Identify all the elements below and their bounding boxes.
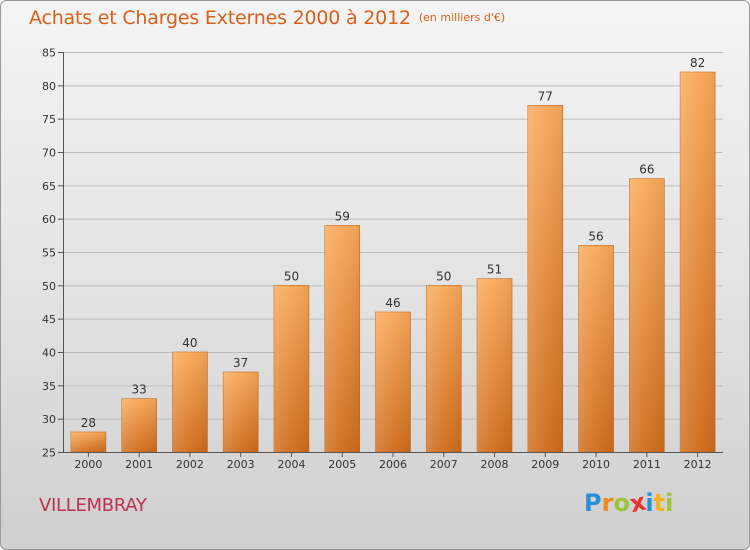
bar-shine [578, 245, 614, 452]
x-tick-label: 2000 [74, 458, 102, 471]
x-tick-label: 2002 [176, 458, 204, 471]
x-tick-label: 2005 [328, 458, 356, 471]
data-label: 50 [284, 269, 299, 283]
bar-shine [223, 372, 259, 452]
y-tick-label: 65 [42, 180, 56, 193]
y-tick-label: 35 [42, 380, 56, 393]
x-tick-label: 2001 [125, 458, 153, 471]
x-tick-label: 2007 [430, 458, 458, 471]
bar-shine [527, 105, 563, 452]
bar-shine [680, 72, 716, 452]
bar-shine [629, 178, 665, 452]
axis-layer: 25 30 35 40 45 50 55 60 65 70 75 80 85 2000 2001 2002 20… [42, 47, 723, 471]
y-tick-label: 70 [42, 147, 56, 160]
x-tick-label: 2012 [684, 458, 712, 471]
x-tick-label: 2006 [379, 458, 407, 471]
logo-letter: r [601, 489, 614, 517]
y-tick-label: 50 [42, 280, 56, 293]
data-label: 33 [132, 383, 147, 397]
bar-shine [172, 352, 208, 452]
data-label: 82 [690, 56, 705, 70]
x-tick-label: 2004 [277, 458, 305, 471]
logo-letter: t [653, 489, 666, 517]
proxiti-logo: Proxiti [584, 488, 674, 519]
data-label: 59 [335, 209, 350, 223]
bar-layer: 28 33 40 37 50 59 46 50 51 77 56 66 82 [70, 56, 716, 453]
data-label: 37 [233, 356, 248, 370]
data-label: 28 [81, 416, 96, 430]
x-tick-label: 2008 [481, 458, 509, 471]
bar-shine [70, 432, 106, 452]
commune-name: VILLEMBRAY [39, 495, 147, 516]
data-label: 50 [436, 269, 451, 283]
logo-letter: i [645, 489, 654, 517]
y-tick-label: 75 [42, 113, 56, 126]
chart-title-text: Achats et Charges Externes 2000 à 2012 [29, 7, 411, 29]
logo-letter: P [584, 489, 602, 517]
x-tick-label: 2003 [227, 458, 255, 471]
y-tick-label: 80 [42, 80, 56, 93]
y-tick-label: 45 [42, 313, 56, 326]
bar-shine [273, 285, 309, 452]
y-tick-label: 40 [42, 347, 56, 360]
bar-shine [121, 398, 157, 452]
chart-unit: (en milliers d'€) [418, 11, 506, 24]
data-label: 56 [588, 229, 603, 243]
x-tick-label: 2011 [633, 458, 661, 471]
logo-letter: o [613, 489, 630, 517]
y-tick-label: 85 [42, 47, 56, 60]
bar-shine [324, 225, 360, 452]
data-label: 66 [639, 163, 654, 177]
y-tick-label: 60 [42, 213, 56, 226]
bar-shine [477, 278, 513, 452]
bar-shine [375, 312, 411, 452]
bar-shine [426, 285, 462, 452]
data-label: 51 [487, 263, 502, 277]
data-label: 40 [182, 336, 197, 350]
logo-letter: i [665, 489, 674, 517]
y-tick-label: 30 [42, 413, 56, 426]
data-label: 77 [538, 89, 553, 103]
y-tick-label: 25 [42, 447, 56, 460]
x-tick-label: 2009 [531, 458, 559, 471]
x-tick-label: 2010 [582, 458, 610, 471]
data-label: 46 [385, 296, 400, 310]
y-tick-label: 55 [42, 247, 56, 260]
chart-title: Achats et Charges Externes 2000 à 2012 (e… [29, 7, 505, 29]
